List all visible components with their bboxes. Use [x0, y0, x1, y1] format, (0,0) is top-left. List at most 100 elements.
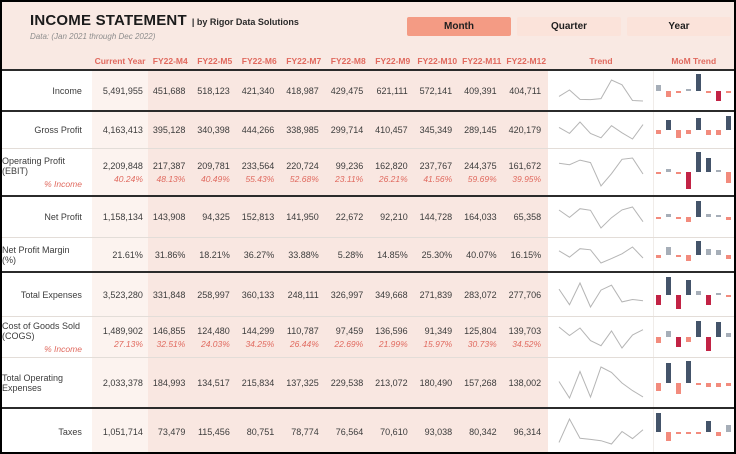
- month-cell: 78,774: [281, 409, 326, 452]
- cell-value: 289,145: [464, 125, 497, 135]
- month-cell: 144,728: [414, 197, 460, 237]
- table-body: Income 5,491,955 451,688 518,123 421,340 418,…: [2, 71, 734, 452]
- mom-bar: [666, 431, 672, 442]
- mom-bar-slot: [714, 149, 724, 195]
- row-label-cell: Net Profit: [2, 197, 92, 237]
- period-button-quarter[interactable]: Quarter: [517, 17, 621, 36]
- month-cell: 289,145: [459, 112, 504, 148]
- month-cell: 36.27%: [236, 238, 282, 271]
- mom-bar-slot: [664, 409, 674, 452]
- mom-bar-slot: [724, 317, 734, 357]
- cell-pct-value: 34.52%: [512, 338, 542, 349]
- mom-bar: [656, 413, 662, 432]
- cell-value: 16.15%: [510, 249, 542, 260]
- cell-value: 40.07%: [466, 249, 497, 260]
- mom-bar: [666, 247, 672, 255]
- cell-pct-value: 32.51%: [156, 338, 186, 349]
- mom-trend-cell: [653, 273, 734, 316]
- cell-value: 326,997: [330, 289, 364, 300]
- month-cell: 395,128: [147, 112, 193, 148]
- mom-bar-slot: [684, 197, 694, 237]
- period-button-month[interactable]: Month: [407, 17, 511, 36]
- mom-bar-slot: [654, 112, 664, 148]
- mom-trend-bars: [654, 71, 734, 110]
- cell-value: 110,787: [286, 325, 319, 336]
- mom-bar-slot: [684, 71, 694, 110]
- current-year-value: 5,491,955: [102, 85, 143, 96]
- mom-bar: [716, 250, 722, 255]
- current-year-cell: 2,209,848 40.24%: [91, 149, 148, 195]
- month-cell: 124,480 24.03%: [192, 317, 237, 357]
- mom-bar-slot: [654, 273, 664, 316]
- table-row: Net Profit 1,158,134 143,908 94,325 152,813 1…: [2, 197, 734, 238]
- cell-value: 146,855: [152, 325, 186, 336]
- cell-value: 420,179: [508, 125, 542, 135]
- mom-bar-slot: [714, 409, 724, 452]
- trend-cell: [548, 197, 654, 237]
- mom-bar: [706, 421, 712, 432]
- mom-bar-slot: [714, 317, 724, 357]
- current-year-value: 2,033,378: [102, 377, 143, 388]
- mom-bar: [656, 130, 662, 135]
- cell-value: 209,781: [197, 160, 230, 171]
- month-cell: 444,266: [236, 112, 282, 148]
- mom-trend-bars: [654, 238, 734, 271]
- cell-value: 421,340: [241, 85, 275, 96]
- mom-bar: [716, 431, 722, 436]
- month-cell: 164,033: [459, 197, 504, 237]
- mom-bar-slot: [684, 409, 694, 452]
- mom-bar: [696, 74, 702, 91]
- month-cell: 217,387 48.13%: [147, 149, 193, 195]
- trend-sparkline: [558, 79, 643, 102]
- month-cell: 14.85%: [370, 238, 415, 271]
- cell-value: 444,266: [241, 125, 275, 135]
- mom-bar: [656, 254, 662, 258]
- table-row: Total Expenses 3,523,280 331,848 258,997 360…: [2, 273, 734, 317]
- mom-bar-slot: [674, 149, 684, 195]
- mom-bar-slot: [664, 197, 674, 237]
- month-cell: 331,848: [147, 273, 193, 316]
- column-header-fy22-m9: FY22-M9: [375, 55, 411, 66]
- month-cell: 518,123: [192, 71, 237, 110]
- month-cell: 115,456: [192, 409, 237, 452]
- title-block: INCOME STATEMENT | by Rigor Data Solutio…: [2, 2, 299, 52]
- mom-bar: [656, 172, 662, 174]
- row-label: Net Profit Margin (%): [2, 244, 70, 265]
- cell-value: 217,387: [152, 160, 186, 171]
- current-year-cell: 2,033,378: [91, 358, 148, 407]
- cell-value: 331,848: [152, 289, 186, 300]
- trend-sparkline: [558, 157, 643, 187]
- mom-bar-slot: [674, 112, 684, 148]
- table-row: Total Operating Expenses 2,033,378 184,993…: [2, 358, 734, 409]
- cell-value: 418,987: [286, 85, 319, 96]
- trend-sparkline: [558, 326, 643, 349]
- period-button-year[interactable]: Year: [627, 17, 731, 36]
- mom-bar: [676, 431, 682, 434]
- mom-bar-slot: [684, 149, 694, 195]
- month-cell: 420,179: [503, 112, 549, 148]
- month-cell: 136,596 21.99%: [370, 317, 415, 357]
- mom-bar-slot: [704, 149, 714, 195]
- mom-bar: [666, 276, 672, 295]
- month-cell: 345,349: [414, 112, 460, 148]
- cell-value: 152,813: [241, 212, 275, 222]
- cell-pct-value: 21.99%: [378, 338, 408, 349]
- cell-value: 518,123: [197, 85, 230, 96]
- cell-value: 65,358: [513, 212, 542, 222]
- month-cell: 5.28%: [325, 238, 371, 271]
- cell-value: 96,314: [513, 426, 542, 437]
- mom-bar-slot: [684, 238, 694, 271]
- table-row: Operating Profit (EBIT) % Income 2,209,848…: [2, 149, 734, 197]
- mom-bar: [696, 200, 702, 217]
- mom-trend-cell: [653, 238, 734, 271]
- mom-bar-slot: [674, 197, 684, 237]
- mom-bar: [716, 90, 722, 101]
- cell-value: 220,724: [286, 160, 319, 171]
- mom-bar: [706, 337, 712, 351]
- mom-bar-slot: [684, 112, 694, 148]
- cell-pct-value: 24.03%: [200, 338, 230, 349]
- mom-bar: [706, 130, 712, 136]
- month-cell: 40.07%: [459, 238, 504, 271]
- cell-value: 70,610: [380, 426, 408, 437]
- mom-bar-slot: [684, 358, 694, 407]
